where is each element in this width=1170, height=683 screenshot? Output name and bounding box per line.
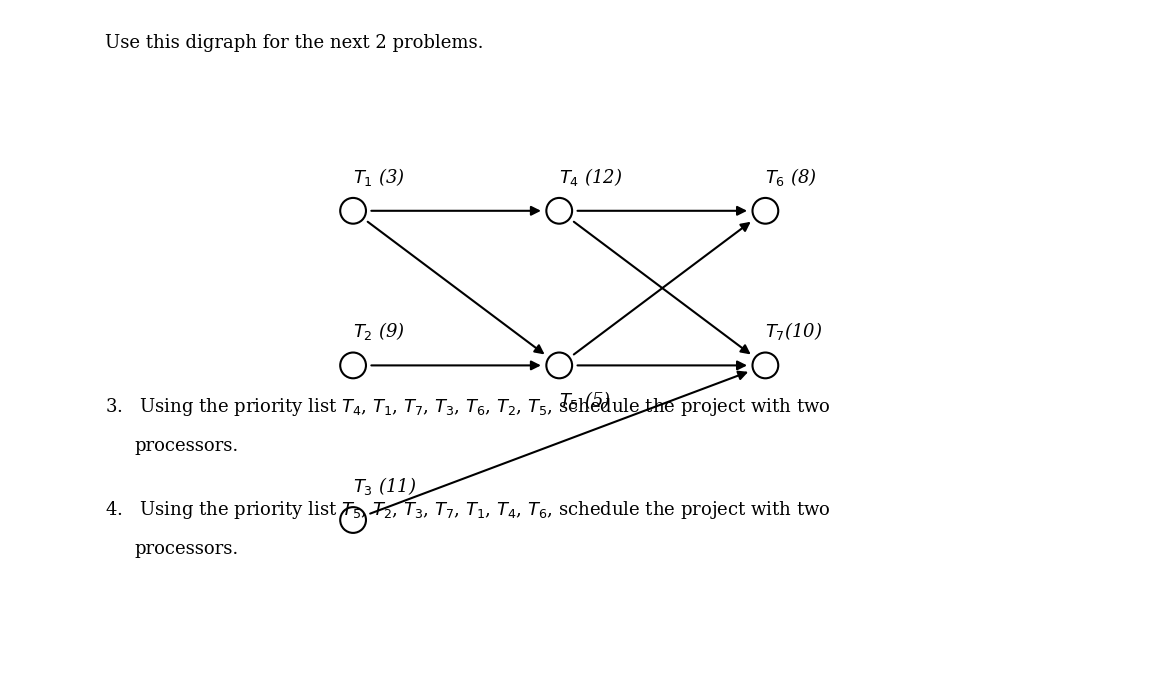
Circle shape: [546, 352, 572, 378]
Text: $T_3$ (11): $T_3$ (11): [353, 475, 417, 497]
Text: $T_6$ (8): $T_6$ (8): [765, 165, 818, 188]
Text: processors.: processors.: [135, 540, 239, 557]
Circle shape: [752, 352, 778, 378]
Text: $T_5$ (5): $T_5$ (5): [559, 389, 611, 410]
Circle shape: [340, 198, 366, 223]
Circle shape: [546, 198, 572, 223]
Text: processors.: processors.: [135, 437, 239, 455]
Text: Use this digraph for the next 2 problems.: Use this digraph for the next 2 problems…: [105, 34, 484, 52]
Circle shape: [340, 507, 366, 533]
Text: $T_1$ (3): $T_1$ (3): [353, 165, 405, 188]
Text: $T_4$ (12): $T_4$ (12): [559, 165, 622, 188]
Text: 4.   Using the priority list $T_5$, $T_2$, $T_3$, $T_7$, $T_1$, $T_4$, $T_6$, sc: 4. Using the priority list $T_5$, $T_2$,…: [105, 499, 831, 520]
Text: 3.   Using the priority list $T_4$, $T_1$, $T_7$, $T_3$, $T_6$, $T_2$, $T_5$, sc: 3. Using the priority list $T_4$, $T_1$,…: [105, 396, 831, 418]
Text: $T_2$ (9): $T_2$ (9): [353, 320, 405, 342]
Circle shape: [752, 198, 778, 223]
Circle shape: [340, 352, 366, 378]
Text: $T_7$(10): $T_7$(10): [765, 320, 823, 342]
